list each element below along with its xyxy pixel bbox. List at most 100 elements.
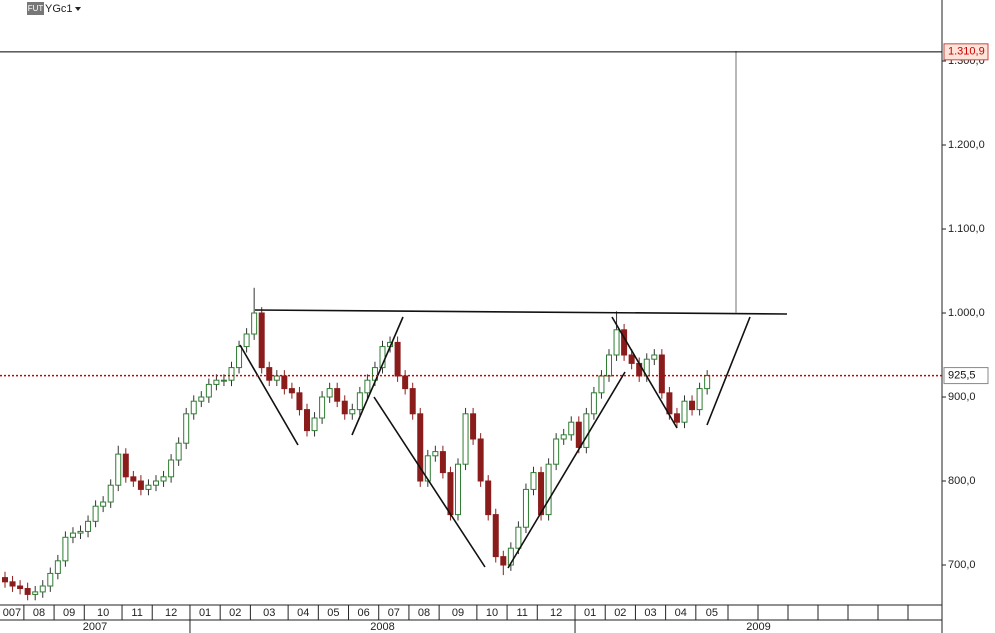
candle-body (673, 413, 680, 423)
x-tick-label: 09 (63, 607, 75, 619)
fut-badge (27, 2, 44, 15)
candle-body (2, 577, 8, 583)
trendline (706, 316, 751, 426)
candle-body (145, 484, 152, 490)
year-label: 2009 (746, 621, 770, 633)
candle-body (704, 375, 711, 390)
x-tick-label: 12 (165, 607, 177, 619)
candle-body (115, 453, 122, 486)
candle-body (17, 585, 24, 590)
candle-body (356, 392, 363, 411)
candle-body (266, 367, 273, 381)
price-label: 925,5 (948, 369, 976, 381)
x-tick-label: 06 (358, 607, 370, 619)
x-tick-label: 09 (452, 607, 464, 619)
candle-body (575, 421, 582, 448)
candle-body (417, 413, 424, 482)
candle-body (349, 409, 356, 415)
candle-body (470, 413, 477, 440)
y-tick-label: 1.200,0 (948, 139, 985, 151)
y-tick-label: 900,0 (948, 391, 976, 403)
candle-body (198, 396, 205, 402)
x-tick-label: 11 (131, 607, 142, 619)
candle-body (341, 400, 348, 415)
candle-body (409, 388, 416, 415)
year-label: 2008 (370, 621, 394, 633)
candle-body (39, 585, 46, 593)
candle-body (447, 472, 454, 516)
candle-body (696, 388, 703, 411)
x-tick-label: 02 (614, 607, 626, 619)
candle-body (236, 346, 243, 369)
candle-body (160, 476, 167, 482)
candle-body (100, 501, 107, 507)
candle-body (205, 383, 212, 398)
candle-body (258, 312, 265, 369)
x-tick-label: 03 (644, 607, 656, 619)
candle-body (553, 438, 560, 465)
x-tick-label: 08 (33, 607, 45, 619)
x-tick-label: 05 (706, 607, 718, 619)
candle-body (432, 451, 439, 457)
candle-body (598, 375, 605, 394)
candle-body (500, 556, 507, 566)
candle-body (77, 530, 84, 534)
candle-body (492, 514, 499, 558)
price-label: 1.310,9 (948, 46, 985, 58)
candle-body (85, 520, 92, 532)
candle-body (424, 455, 431, 482)
dropdown-arrow[interactable] (75, 7, 81, 11)
candle-body (9, 581, 16, 587)
candle-body (455, 463, 461, 516)
candle-body (651, 354, 658, 360)
candle-body (334, 388, 341, 402)
candle-body (220, 379, 227, 382)
candle-body (522, 488, 529, 528)
candle-body (153, 480, 159, 486)
candle-body (681, 400, 688, 423)
candle-body (628, 354, 635, 364)
x-tick-label: 10 (97, 607, 109, 619)
candle-body (304, 409, 310, 432)
candle-body (538, 472, 545, 516)
year-label: 2007 (83, 621, 107, 633)
candle-body (47, 572, 54, 587)
header[interactable]: FUT YGc1 (27, 2, 81, 15)
candle-body (515, 526, 522, 549)
candle-body (689, 400, 696, 411)
trendline (507, 371, 626, 569)
candle-body (213, 379, 220, 385)
candle-body (228, 367, 235, 381)
candle-body (545, 463, 552, 516)
x-tick-label: 11 (516, 607, 527, 619)
candle-body (130, 476, 137, 482)
neckline (254, 309, 788, 315)
candle-body (326, 388, 333, 398)
candle-body (319, 396, 326, 419)
chart-title: YGc1 (45, 3, 73, 15)
candle-body (281, 375, 288, 390)
candle-body (590, 392, 597, 415)
candle-body (530, 472, 537, 490)
candle-body (273, 375, 280, 381)
candle-body (92, 505, 99, 522)
candle-body (394, 341, 401, 377)
empty-month-cells (727, 605, 909, 620)
candle-body (477, 438, 484, 482)
candle-body (175, 442, 182, 461)
y-tick-label: 700,0 (948, 559, 976, 571)
x-tick-label: 04 (675, 607, 687, 619)
candle-body (251, 312, 258, 335)
candle-body (54, 560, 61, 574)
candle-body (288, 388, 295, 394)
candle-body (507, 547, 514, 566)
candle-body (137, 480, 144, 490)
x-tick-label: 05 (327, 607, 339, 619)
candle-body (364, 379, 371, 394)
trendline (239, 344, 299, 446)
candle-body (606, 354, 612, 377)
x-tick-label: 02 (229, 607, 241, 619)
x-tick-label: 01 (584, 607, 596, 619)
y-tick-label: 1.100,0 (948, 223, 985, 235)
